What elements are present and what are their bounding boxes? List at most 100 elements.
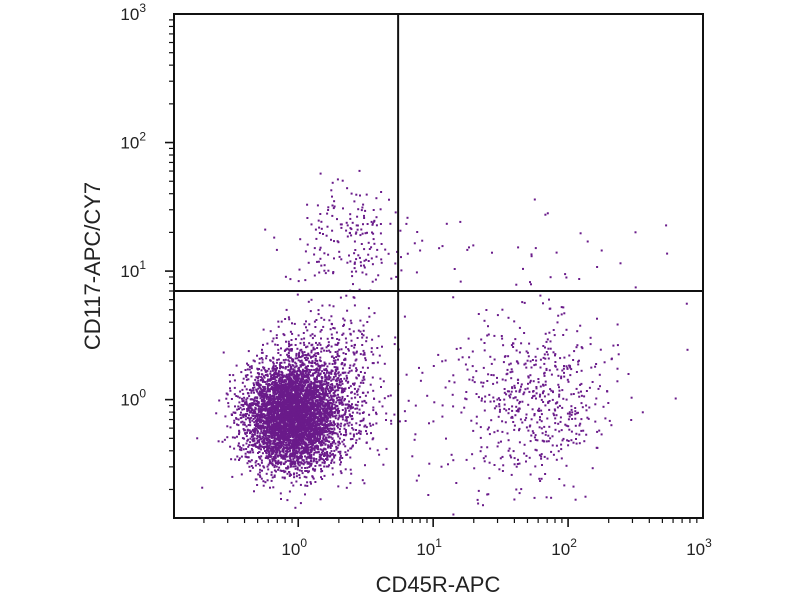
event-dot [289,389,292,391]
event-dot [245,448,248,450]
event-dot [312,434,315,437]
event-dot [250,402,253,405]
event-dot [280,347,282,350]
event-dot [307,418,310,421]
event-dot [290,417,292,420]
event-dot [221,440,224,443]
event-dot [286,398,289,401]
event-dot [260,379,262,381]
event-dot [306,405,309,408]
event-dot [292,429,295,432]
event-dot [307,432,310,435]
event-dot [309,416,312,419]
event-dot [253,439,256,442]
event-dot [282,376,285,379]
event-dot [250,459,253,462]
event-dot [288,455,291,458]
event-dot [291,403,294,406]
event-dot [290,439,292,442]
event-dot [257,382,260,385]
event-dot [301,455,303,458]
event-dot [282,366,284,369]
event-dot [279,389,282,391]
event-dot [286,439,289,442]
event-dot [264,409,267,412]
event-dot [301,404,304,407]
event-dot [312,406,315,409]
event-dot [267,438,270,441]
event-dot [298,469,301,472]
event-dot [287,348,290,351]
event-dot [229,387,231,390]
event-dot [295,480,298,483]
event-dot [346,395,349,397]
event-dot [307,422,310,425]
event-dot [268,434,271,437]
event-dot [281,427,284,429]
event-dot [282,455,285,458]
event-dot [224,415,227,418]
event-dot [289,445,292,448]
event-dot [294,427,297,430]
event-dot [267,455,270,458]
event-dot [351,403,353,406]
event-dot [258,441,261,444]
event-dot [276,423,278,426]
event-dot [283,413,286,416]
event-dot [282,391,285,394]
event-dot [274,430,276,433]
event-dot [356,411,359,414]
event-dot [286,459,289,462]
event-dot [334,394,337,397]
event-dot [258,445,261,448]
event-dot [283,415,286,418]
event-dot [296,416,299,419]
event-dot [321,458,324,461]
event-dot [285,467,288,470]
event-dot [331,431,334,434]
event-dot [288,349,291,352]
event-dot [247,406,250,409]
event-dot [330,387,333,390]
event-dot [281,401,284,403]
event-dot [253,391,255,394]
event-dot [288,342,290,345]
event-dot [305,460,308,463]
event-dot [341,382,344,385]
event-dot [323,410,326,412]
event-dot [288,369,291,372]
event-dot [299,415,302,418]
event-dot [329,407,332,409]
event-dot [279,439,282,442]
event-dot [235,395,238,397]
event-dot [336,423,339,426]
event-dot [326,395,329,397]
event-dot [300,359,303,362]
event-dot [318,458,321,461]
event-dot [290,460,293,463]
event-dot [265,446,268,448]
event-dot [301,407,304,410]
event-dot [236,395,239,398]
event-dot [262,422,265,425]
event-dot [274,440,277,442]
event-dot [292,373,295,376]
event-dot [307,462,310,465]
event-dot [242,448,245,451]
event-dot [305,381,307,384]
event-dot [310,434,313,437]
event-dot [295,446,298,449]
event-dot [346,407,349,410]
event-dot [280,456,283,459]
event-dot [282,440,285,443]
event-dot [231,475,234,478]
event-dot [330,450,333,453]
event-dot [312,424,315,426]
event-dot [242,392,245,395]
event-dot [336,368,339,371]
event-dot [245,378,248,381]
event-dot [287,340,290,343]
event-dot [272,362,275,365]
event-dot [232,411,235,414]
event-dot [334,442,337,445]
